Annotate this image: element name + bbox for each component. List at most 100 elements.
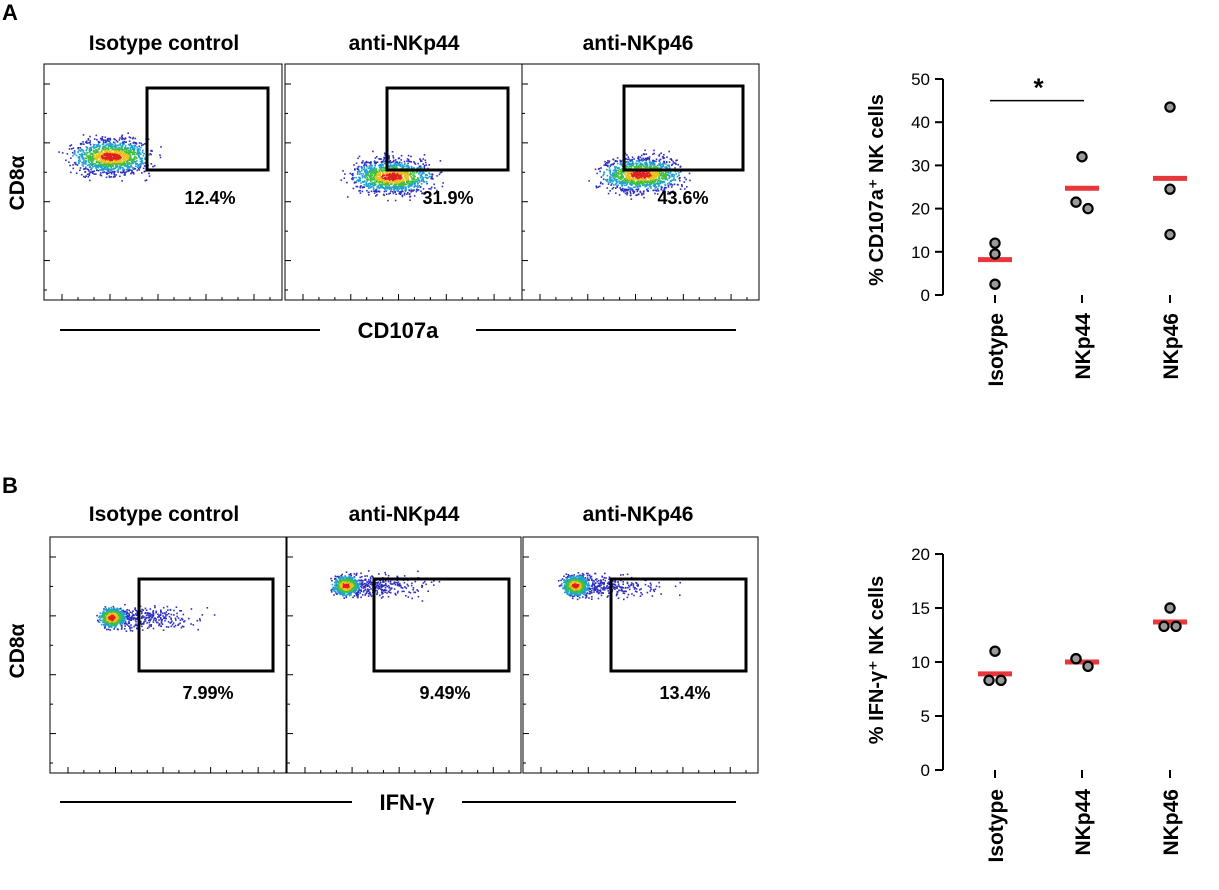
flow-event xyxy=(617,172,619,174)
flow-event xyxy=(131,151,134,154)
flow-event xyxy=(637,178,640,180)
flow-event xyxy=(130,160,133,163)
flow-event xyxy=(120,164,122,167)
flow-event xyxy=(385,182,388,185)
flow-event xyxy=(123,154,125,157)
flow-event xyxy=(119,151,122,154)
flow-event xyxy=(421,176,424,178)
flow-event xyxy=(105,611,108,613)
flow-event xyxy=(634,178,636,181)
flow-event xyxy=(404,162,406,165)
flow-event xyxy=(668,150,670,153)
flow-event xyxy=(618,167,620,169)
flow-event xyxy=(649,171,652,174)
flow-event xyxy=(669,171,672,173)
flow-event xyxy=(373,160,376,162)
flow-event xyxy=(377,184,380,187)
flow-event xyxy=(402,190,404,193)
flow-event xyxy=(410,173,413,176)
flow-event xyxy=(93,150,95,152)
flow-event xyxy=(111,153,114,155)
flow-event xyxy=(363,164,366,167)
flow-event xyxy=(149,619,151,622)
flow-event xyxy=(645,188,648,191)
flow-event xyxy=(121,163,124,165)
flow-event xyxy=(387,183,389,186)
flow-event xyxy=(382,174,384,177)
flow-event xyxy=(107,154,110,156)
flow-event xyxy=(376,156,378,158)
flow-event xyxy=(634,183,637,185)
flow-event xyxy=(652,171,655,174)
flow-event xyxy=(642,183,645,185)
flow-event xyxy=(654,184,656,187)
flow-event xyxy=(389,192,391,194)
flow-event xyxy=(432,178,434,180)
flow-event xyxy=(408,166,410,168)
flow-event xyxy=(372,187,375,189)
flow-event xyxy=(650,183,652,185)
flow-event xyxy=(99,174,102,176)
flow-event xyxy=(107,621,110,623)
flow-event xyxy=(612,158,614,161)
flow-event xyxy=(629,171,632,174)
flow-event xyxy=(363,181,365,183)
flow-event xyxy=(651,167,654,169)
flow-event xyxy=(101,612,104,615)
flow-a2-title: anti-NKp44 xyxy=(349,32,460,55)
flow-event xyxy=(612,169,615,172)
flow-event xyxy=(108,158,111,160)
flow-a2-percent: 31.9% xyxy=(422,188,473,208)
flow-event xyxy=(117,616,120,619)
flow-event xyxy=(658,170,660,173)
flow-event xyxy=(658,179,661,181)
flow-event xyxy=(410,176,412,178)
flow-event xyxy=(120,156,122,159)
flow-event xyxy=(367,171,369,173)
flow-event xyxy=(638,171,641,173)
flow-event xyxy=(613,177,616,179)
flow-event xyxy=(134,168,137,170)
flow-event xyxy=(98,615,101,617)
flow-event xyxy=(381,175,383,178)
flow-event xyxy=(670,183,672,185)
flow-event xyxy=(121,136,124,139)
flow-event xyxy=(120,615,122,617)
flow-event xyxy=(128,622,131,625)
flow-event xyxy=(599,182,602,185)
flow-event xyxy=(394,186,396,189)
flow-event xyxy=(406,164,408,167)
flow-event xyxy=(98,153,101,155)
flow-event xyxy=(417,189,420,191)
flow-event xyxy=(158,624,160,627)
flow-event xyxy=(139,163,141,165)
flow-event xyxy=(400,190,402,193)
flow-event xyxy=(89,159,92,162)
flow-event xyxy=(647,180,649,182)
flow-event xyxy=(88,173,91,175)
flow-event xyxy=(116,160,118,163)
flow-event xyxy=(181,625,184,628)
flow-event xyxy=(389,163,392,166)
panel-a-label: A xyxy=(2,0,18,25)
flow-event xyxy=(363,166,366,169)
flow-event xyxy=(599,185,601,188)
flow-event xyxy=(148,172,150,175)
flow-event xyxy=(664,174,667,176)
flow-event xyxy=(641,192,643,195)
flow-event xyxy=(409,199,411,201)
flow-event xyxy=(663,180,665,183)
flow-event xyxy=(386,181,388,183)
flow-event xyxy=(97,140,100,143)
flow-event xyxy=(89,165,91,168)
flow-event xyxy=(75,163,77,166)
flow-event xyxy=(373,190,376,193)
flow-event xyxy=(373,192,376,194)
flow-event xyxy=(404,186,406,188)
flow-event xyxy=(123,150,126,153)
flow-event xyxy=(401,194,404,197)
flow-event xyxy=(410,188,412,191)
flow-event xyxy=(105,152,108,155)
flow-event xyxy=(422,188,425,190)
flow-event xyxy=(368,182,371,185)
